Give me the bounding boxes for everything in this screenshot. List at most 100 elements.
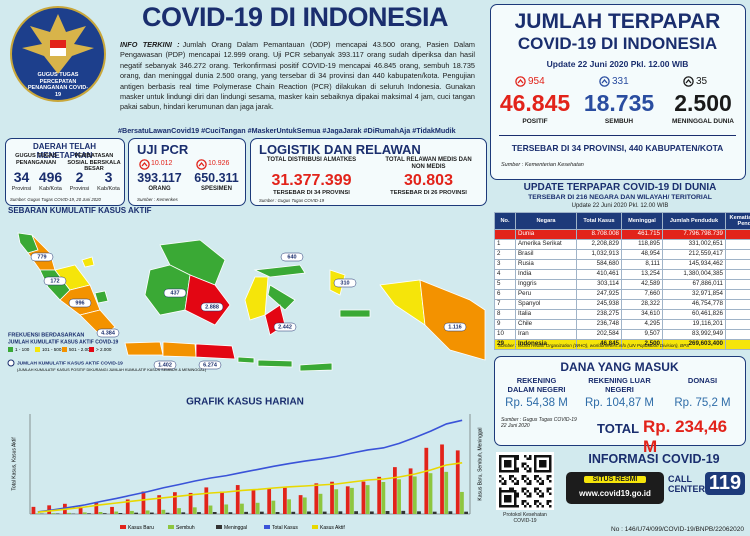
up-icon — [139, 159, 150, 170]
legend-label: Total Kasus — [272, 525, 298, 531]
world-subtitle: TERSEBAR DI 216 NEGARA DAN WILAYAH/ TERI… — [528, 194, 712, 201]
bar — [98, 512, 103, 514]
regions-box: DAERAH TELAH MENETAPKAN GUGUS TUGAS PENAN… — [5, 138, 125, 206]
legend-swatch — [8, 347, 13, 352]
site-label: SITUS RESMI — [584, 476, 646, 483]
up-icon — [599, 76, 610, 87]
province-label: 640 — [287, 254, 296, 260]
bar — [330, 481, 334, 514]
bar — [365, 485, 370, 514]
title: COVID-19 DI INDONESIA — [141, 2, 449, 32]
bar — [125, 499, 130, 514]
bar — [334, 489, 339, 514]
table-cell: 247,925 — [576, 289, 622, 300]
fund-label: REKENING LUAR NEGERI — [588, 376, 651, 394]
bar — [444, 471, 449, 514]
column-header: Meninggal — [621, 212, 663, 230]
fund-value: Rp. 75,2 M — [674, 397, 731, 409]
province-label: 4.384 — [101, 330, 116, 336]
table-cell: 584,680 — [576, 259, 622, 270]
up-icon — [683, 76, 694, 87]
province — [162, 341, 197, 358]
group-value: 34 — [13, 169, 30, 185]
label-bg — [280, 252, 304, 262]
table-cell: Rusia — [515, 259, 577, 270]
legend-swatch — [120, 525, 126, 529]
group-unit: Kab/Kota — [97, 186, 120, 192]
table-cell: 113 — [725, 329, 750, 340]
province-label: 6.274 — [203, 362, 218, 368]
bar — [173, 492, 177, 514]
legend-label: Kasus Baru — [128, 525, 154, 531]
group-label: PEMBATASAN SOSIAL BERSKALA BESAR — [67, 153, 121, 172]
province-label: 779 — [37, 254, 46, 260]
table-cell: 245,938 — [576, 299, 622, 310]
table-cell: 10 — [494, 329, 516, 340]
stat-label: MENINGGAL DUNIA — [672, 118, 734, 125]
bar — [318, 493, 323, 514]
province — [237, 356, 255, 364]
label-bg — [153, 360, 177, 370]
table-cell: Inggris — [515, 279, 577, 290]
bar — [259, 511, 264, 514]
bar — [110, 506, 114, 514]
column-header: Jumlah Penduduk — [662, 212, 726, 230]
province-label: 172 — [50, 278, 59, 284]
legend-label: 101 - 500 — [42, 347, 62, 352]
province — [299, 362, 333, 372]
legend-note: JUMLAH KUMULATIF KASUS AKTIF COVID-19 — [17, 360, 123, 366]
note-icon — [7, 359, 15, 367]
bar — [377, 476, 382, 514]
summary-spread: TERSEBAR DI 34 PROVINSI, 440 KABUPATEN/K… — [511, 143, 724, 153]
qr-caption: Protokol Kesehatan COVID-19 — [503, 512, 547, 524]
funds-total: Rp. 234,46 M — [643, 417, 728, 456]
bar — [302, 497, 307, 514]
bar — [298, 495, 303, 514]
logistics-source: Sumber : Gugus Tugas COVID-19 — [259, 198, 325, 203]
table-cell: 10 — [725, 269, 750, 280]
bar — [287, 499, 291, 514]
stat-label: SEMBUH — [604, 118, 634, 125]
table-cell: 60,461,826 — [662, 309, 726, 320]
info-label: INFO TERKINI : — [120, 40, 180, 49]
bar — [283, 487, 287, 514]
group-value: 496 — [38, 169, 63, 185]
qr-code — [496, 452, 554, 510]
bar — [149, 512, 154, 514]
table-cell: 7,660 — [621, 289, 663, 300]
info-body: Jumlah Orang Dalam Pemantauan (ODP) menc… — [120, 40, 475, 112]
pcr-source: Sumber : Kemenkes — [137, 197, 178, 202]
legend-label: 1 - 100 — [15, 347, 30, 352]
logistics-note: TERSEBAR DI 26 PROVINSI — [390, 190, 467, 196]
legend-swatch — [168, 525, 174, 529]
site-url: www.covid19.go.id — [579, 489, 651, 498]
up-icon — [196, 159, 207, 170]
table-cell: 236,748 — [576, 319, 622, 330]
line — [37, 461, 463, 513]
bar — [141, 491, 146, 514]
table-cell: 212,559,417 — [662, 249, 726, 260]
table-cell — [494, 229, 516, 240]
group-unit: Kab/Kota — [39, 186, 62, 192]
table-cell: 118,895 — [621, 239, 663, 250]
stat-label: POSITIF — [522, 118, 548, 125]
bar — [130, 510, 134, 514]
table-cell: India — [515, 269, 577, 280]
legend-label: Sembuh — [176, 525, 195, 531]
logistics-label: TOTAL RELAWAN MEDIS DAN NON MEDIS — [385, 157, 472, 170]
table-cell: 410,461 — [576, 269, 622, 280]
bar — [67, 512, 71, 514]
world-title: UPDATE TERPAPAR COVID-19 DI DUNIA — [523, 182, 717, 193]
bar — [314, 483, 319, 514]
stat-value: 46.845 — [499, 90, 571, 116]
table-cell: 13,254 — [621, 269, 663, 280]
bar — [31, 506, 36, 514]
legend-subtitle: JUMLAH KUMULATIF KASUS AKTIF COVID-19 — [8, 339, 118, 345]
legend-swatch — [62, 347, 67, 352]
table-cell: 67,886,011 — [662, 279, 726, 290]
bar — [220, 491, 224, 514]
